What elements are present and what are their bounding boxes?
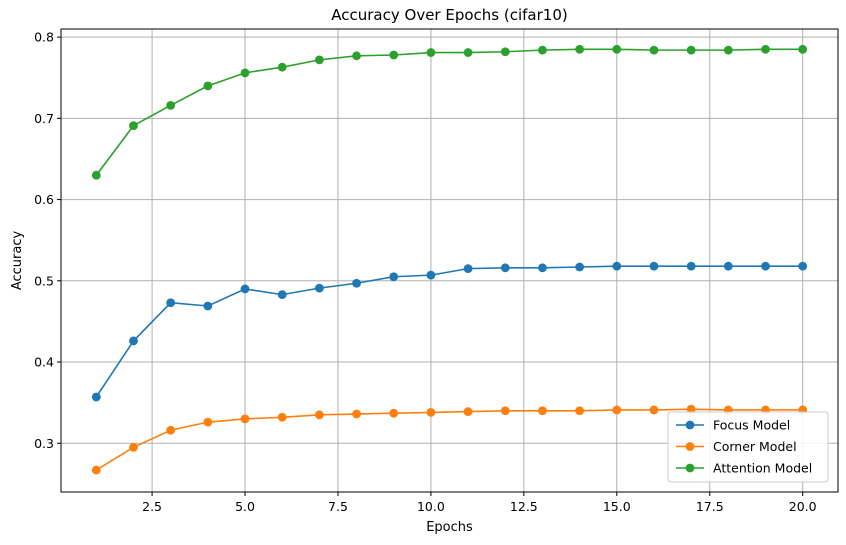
- data-point: [389, 408, 399, 418]
- data-point: [91, 465, 101, 475]
- series-focus-model: [91, 261, 808, 402]
- data-point: [426, 48, 436, 57]
- data-point: [240, 414, 250, 424]
- data-point: [277, 62, 287, 72]
- series-attention-model: [91, 44, 808, 180]
- x-tick-label: 17.5: [696, 499, 724, 514]
- legend-item: Focus Model: [676, 418, 790, 433]
- data-point: [277, 412, 287, 422]
- legend-marker: [685, 420, 695, 430]
- x-tick-label: 5.0: [235, 499, 255, 514]
- plot-area-frame: [60, 28, 839, 493]
- series-group: [91, 44, 808, 475]
- data-point: [649, 261, 659, 271]
- legend-item: Corner Model: [676, 439, 797, 454]
- data-point: [91, 392, 101, 402]
- data-point: [538, 406, 547, 416]
- data-point: [723, 45, 733, 55]
- x-tick-label: 15.0: [603, 499, 631, 514]
- data-point: [686, 404, 696, 414]
- x-tick-label: 7.5: [328, 499, 348, 514]
- data-point: [575, 262, 585, 272]
- data-point: [426, 270, 436, 280]
- series-line: [95, 48, 803, 176]
- data-point: [723, 261, 733, 271]
- data-point: [203, 301, 213, 311]
- data-point: [203, 417, 213, 427]
- y-tick-label: 0.7: [34, 111, 54, 126]
- data-point: [166, 100, 176, 110]
- y-tick-label: 0.6: [34, 192, 54, 207]
- data-point: [761, 261, 770, 271]
- data-point: [166, 298, 176, 308]
- data-point: [612, 44, 622, 54]
- data-point: [352, 278, 361, 288]
- data-point: [352, 51, 361, 61]
- legend: Focus Model Corner Model Attention Model: [667, 411, 829, 483]
- legend-marker: [685, 463, 695, 473]
- legend-marker: [685, 442, 695, 451]
- data-point: [463, 407, 473, 416]
- data-point: [463, 48, 473, 57]
- data-point: [352, 409, 361, 419]
- data-point: [314, 283, 324, 293]
- x-tick-label: 20.0: [789, 499, 817, 514]
- data-point: [91, 170, 101, 180]
- axis-ticks: 2.5 5.0 7.5 10.0 12.5 15.0 17.5 20.0 0.3 0.4 0.5 0.…: [34, 30, 817, 514]
- y-axis-title: Accuracy: [10, 231, 25, 291]
- data-point: [612, 261, 622, 271]
- data-point: [686, 45, 696, 55]
- data-point: [129, 336, 138, 346]
- data-point: [389, 50, 399, 60]
- series-line: [95, 408, 803, 471]
- data-point: [240, 68, 250, 78]
- data-point: [612, 405, 622, 415]
- legend-label: Corner Model: [713, 439, 797, 454]
- data-point: [649, 45, 659, 55]
- data-point: [500, 47, 510, 57]
- data-point: [129, 121, 138, 131]
- x-tick-label: 2.5: [142, 499, 162, 514]
- data-point: [463, 264, 473, 274]
- legend-label: Attention Model: [713, 461, 812, 476]
- data-point: [575, 44, 585, 54]
- data-point: [314, 55, 324, 65]
- y-tick-label: 0.8: [34, 30, 54, 45]
- legend-label: Focus Model: [713, 418, 790, 433]
- legend-box: [667, 411, 829, 483]
- y-tick-label: 0.3: [34, 436, 54, 451]
- data-point: [203, 81, 213, 91]
- data-point: [500, 263, 510, 273]
- x-axis-title: Epochs: [426, 520, 473, 535]
- data-point: [798, 44, 808, 54]
- series-line: [95, 265, 803, 398]
- data-point: [575, 406, 585, 416]
- x-tick-label: 12.5: [510, 499, 538, 514]
- data-point: [166, 425, 176, 435]
- y-tick-label: 0.4: [34, 355, 54, 370]
- data-point: [500, 406, 510, 416]
- data-point: [389, 272, 399, 282]
- data-point: [761, 44, 770, 54]
- data-point: [686, 261, 696, 271]
- y-tick-label: 0.5: [34, 273, 54, 288]
- data-point: [129, 442, 138, 452]
- legend-item: Attention Model: [676, 461, 812, 476]
- data-point: [240, 284, 250, 294]
- grid-lines: [61, 29, 838, 492]
- data-point: [314, 410, 324, 420]
- data-point: [538, 263, 547, 273]
- data-point: [426, 407, 436, 417]
- data-point: [649, 405, 659, 415]
- data-point: [538, 45, 547, 55]
- data-point: [277, 290, 287, 300]
- x-tick-label: 10.0: [417, 499, 445, 514]
- chart-title: Accuracy Over Epochs (cifar10): [331, 6, 567, 24]
- data-point: [798, 261, 808, 271]
